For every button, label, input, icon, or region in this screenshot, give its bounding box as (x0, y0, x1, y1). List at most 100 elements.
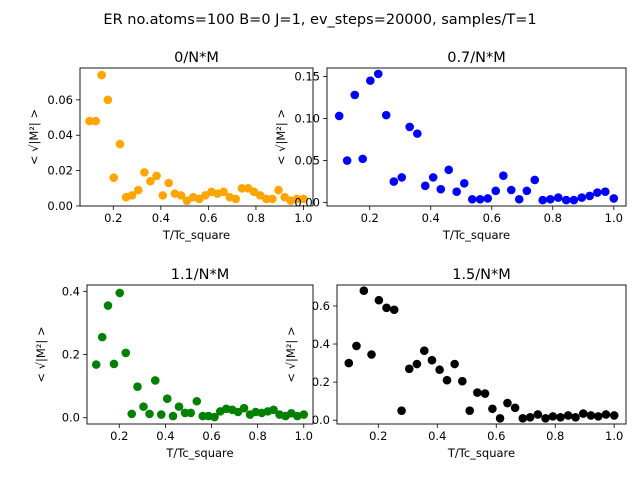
scatter-series (344, 286, 619, 423)
data-point (192, 396, 202, 406)
data-point (503, 398, 512, 408)
data-point (483, 194, 493, 203)
subplot-title: 1.5/N*M (452, 267, 511, 283)
scatter-series (334, 69, 619, 205)
data-point (350, 90, 360, 100)
data-point (538, 195, 548, 205)
data-point (488, 404, 497, 414)
data-point (405, 122, 414, 132)
data-point (459, 178, 469, 188)
data-point (156, 410, 166, 419)
data-point (127, 409, 137, 419)
x-axis-label: T/Tc_square (162, 228, 230, 242)
data-point (139, 402, 148, 411)
axes-frame (326, 67, 627, 207)
axes-frame (336, 284, 627, 425)
y-tick-label: 0.0 (312, 413, 330, 427)
data-point (518, 413, 528, 423)
data-point (342, 156, 352, 165)
data-point (158, 191, 168, 200)
x-tick-label: 0.6 (487, 429, 505, 443)
data-point (541, 413, 550, 423)
y-tick-label: 0.06 (47, 93, 73, 107)
data-point (174, 402, 184, 411)
data-point (91, 116, 100, 126)
data-point (577, 193, 587, 202)
data-point (593, 188, 602, 197)
y-tick-label: 0.2 (62, 348, 80, 362)
x-tick-label: 0.8 (546, 429, 564, 443)
data-point (601, 410, 611, 419)
data-point (499, 171, 508, 181)
data-point (546, 194, 555, 204)
data-point (389, 305, 399, 315)
x-tick-label: 1.0 (295, 429, 313, 443)
x-tick-label: 0.2 (110, 429, 128, 443)
data-point (358, 154, 367, 164)
subplot-title: 0.7/N*M (447, 50, 506, 66)
data-point (609, 194, 619, 203)
data-point (145, 409, 154, 419)
data-point (262, 194, 271, 204)
data-point (435, 365, 444, 375)
data-point (427, 355, 437, 365)
scatter-series (85, 70, 308, 205)
data-point (344, 358, 354, 368)
subplot-1: 0/N*M 0.2 0.4 0.6 0.8 1.0 0.00 0.02 0.04 0.06 T/Tc… (27, 50, 314, 242)
y-axis-label: < √|M²| > (274, 109, 288, 165)
data-point (103, 95, 113, 105)
data-point (436, 184, 446, 194)
data-point (465, 406, 475, 415)
y-axis-label: < √|M²| > (27, 109, 41, 165)
subplot-2: 0.7/N*M0.2 0.4 0.6 0.8 1.00.000.050.100.15T/… (274, 50, 627, 242)
data-point (495, 413, 505, 423)
data-point (239, 403, 249, 413)
figure-suptitle: ER no.atoms=100 B=0 J=1, ev_steps=20000,… (103, 12, 536, 28)
data-point (219, 187, 228, 197)
data-point (121, 348, 131, 358)
data-point (585, 191, 594, 201)
data-point (510, 403, 520, 413)
data-point (299, 410, 309, 419)
data-point (561, 195, 571, 205)
data-point (593, 412, 603, 421)
data-point (563, 411, 573, 420)
y-axis-label: < √|M²| > (284, 326, 298, 382)
data-point (480, 389, 490, 398)
data-point (444, 165, 454, 175)
data-point (389, 177, 399, 186)
data-point (352, 341, 361, 351)
data-point (97, 70, 106, 80)
axes-frame (86, 284, 314, 425)
data-point (600, 187, 610, 196)
x-tick-label: 0.6 (483, 211, 501, 225)
y-tick-label: 0.05 (294, 154, 320, 168)
data-point (553, 193, 563, 202)
data-point (334, 111, 344, 121)
x-tick-label: 0.4 (152, 211, 170, 225)
data-point (419, 346, 429, 355)
subplot-title: 0/N*M (174, 50, 219, 66)
y-axis-label: < √|M²| > (34, 326, 48, 382)
x-tick-label: 0.4 (428, 429, 446, 443)
data-point (373, 69, 383, 79)
data-point (269, 405, 278, 415)
data-point (609, 411, 619, 420)
data-point (533, 410, 543, 419)
data-point (115, 139, 125, 149)
x-tick-label: 0.2 (361, 211, 379, 225)
data-point (491, 186, 501, 196)
data-point (525, 413, 535, 422)
data-point (413, 129, 422, 138)
data-point (382, 303, 391, 313)
y-tick-label: 0.0 (62, 411, 80, 425)
data-point (473, 388, 482, 397)
data-point (514, 194, 524, 204)
data-point (152, 171, 161, 181)
y-tick-label: 0.2 (312, 375, 330, 389)
data-point (522, 186, 532, 196)
data-point (293, 411, 302, 421)
x-tick-label: 1.0 (605, 211, 623, 225)
data-point (85, 116, 94, 126)
x-tick-label: 0.6 (199, 211, 217, 225)
